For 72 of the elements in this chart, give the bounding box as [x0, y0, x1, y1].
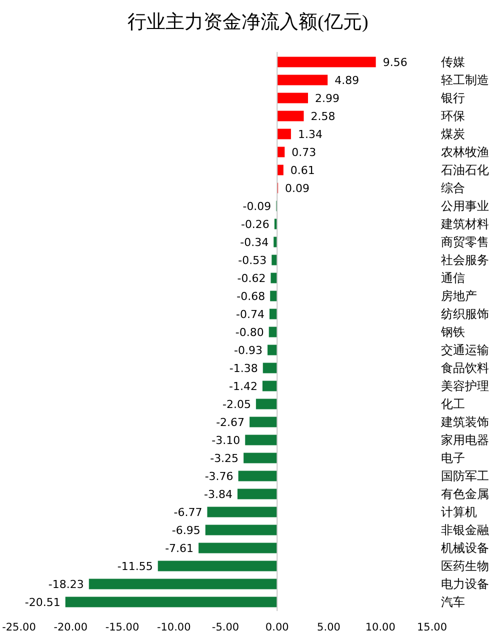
data-label: -3.10	[212, 434, 240, 447]
data-label: -2.05	[222, 398, 251, 411]
x-tick-label: -15.00	[105, 622, 140, 634]
y-tick-label: 国防军工	[441, 469, 489, 484]
y-tick-label: 计算机	[441, 505, 477, 520]
y-tick-label: 建筑装饰	[440, 415, 489, 430]
y-tick-label: 煤炭	[441, 127, 465, 142]
data-label: 1.34	[298, 128, 322, 141]
data-label: -20.51	[24, 596, 60, 609]
data-label: -6.77	[174, 506, 202, 519]
data-label: -3.76	[204, 470, 234, 483]
x-tick-label: 0.00	[265, 622, 289, 634]
x-tick-label: -10.00	[156, 622, 191, 634]
data-label: -0.34	[240, 236, 269, 249]
data-label: -2.67	[216, 416, 245, 429]
x-tick-label: 15.00	[416, 622, 448, 634]
y-tick-label: 轻工制造	[441, 73, 489, 88]
x-tick-label: 10.00	[365, 622, 396, 634]
y-tick-label: 通信	[441, 271, 465, 286]
x-tick-label: -20.00	[54, 622, 88, 634]
data-label: 4.89	[334, 74, 360, 87]
y-tick-label: 传媒	[441, 55, 465, 70]
y-tick-label: 公用事业	[441, 199, 489, 214]
x-tick-label: -5.00	[212, 622, 240, 634]
data-label: -1.42	[228, 380, 258, 393]
y-tick-label: 钢铁	[440, 325, 465, 340]
y-tick-label: 社会服务	[441, 253, 489, 268]
y-tick-label: 农林牧渔	[441, 145, 489, 160]
y-tick-label: 家用电器	[441, 433, 489, 448]
y-tick-label: 美容护理	[441, 379, 489, 394]
y-tick-label: 化工	[441, 397, 465, 412]
y-tick-label: 银行	[440, 91, 465, 106]
y-tick-label: 综合	[441, 181, 465, 196]
y-tick-label: 有色金属	[441, 487, 489, 502]
data-label: 0.09	[285, 182, 310, 195]
data-label: 2.99	[314, 92, 340, 105]
data-label: -0.68	[236, 290, 266, 303]
y-tick-label: 纺织服饰	[441, 307, 489, 322]
y-tick-label: 医药生物	[441, 559, 489, 574]
data-label: -0.26	[240, 218, 270, 231]
data-label: -7.61	[165, 542, 194, 555]
data-label: 2.58	[310, 110, 336, 123]
data-label: -1.38	[229, 362, 258, 375]
data-label: -0.53	[238, 254, 267, 267]
data-label: -6.95	[172, 524, 200, 537]
data-label: -11.55	[117, 560, 153, 573]
x-tick-label: -25.00	[2, 622, 36, 634]
y-tick-label: 交通运输	[441, 343, 489, 358]
data-label: 0.73	[292, 146, 316, 159]
chart-title: 行业主力资金净流入额(亿元)	[128, 11, 368, 33]
y-tick-label: 汽车	[441, 595, 465, 610]
y-tick-label: 食品饮料	[441, 361, 489, 376]
data-label: -0.62	[237, 272, 266, 285]
y-tick-label: 石油石化	[441, 163, 489, 178]
y-tick-label: 电力设备	[441, 577, 489, 592]
x-tick-label: 5.00	[317, 622, 340, 634]
y-tick-label: 建筑材料	[440, 217, 489, 232]
y-tick-label: 商贸零售	[441, 235, 489, 250]
data-label: -0.80	[235, 326, 264, 339]
y-tick-label: 机械设备	[441, 541, 489, 556]
data-label: -0.09	[242, 200, 272, 213]
y-tick-label: 非银金融	[441, 523, 489, 538]
data-label: -0.93	[234, 344, 263, 357]
data-label: -3.25	[210, 452, 239, 465]
data-label: -3.84	[204, 488, 232, 501]
y-tick-label: 电子	[441, 451, 465, 466]
data-label: 9.56	[382, 56, 408, 69]
data-label: 0.61	[290, 164, 315, 177]
y-tick-label: 环保	[441, 109, 465, 124]
data-label: -18.23	[48, 578, 84, 591]
y-tick-label: 房地产	[441, 289, 477, 304]
data-label: -0.74	[236, 308, 264, 321]
